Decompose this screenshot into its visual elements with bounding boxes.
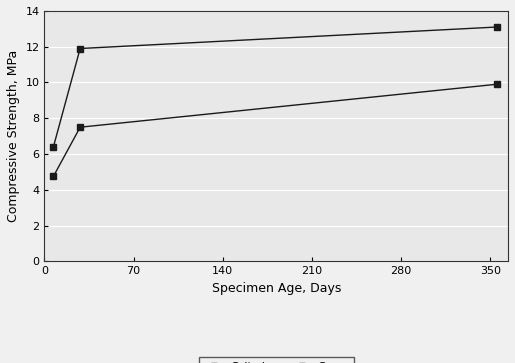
Line: Cores: Cores [50,24,500,150]
Cores [493,25,500,29]
Y-axis label: Compressive Strength, MPa: Compressive Strength, MPa [7,50,20,222]
Cylinders [77,125,83,129]
Cores [77,46,83,51]
Cores [50,145,57,149]
Line: Cylinders: Cylinders [50,82,500,179]
X-axis label: Specimen Age, Days: Specimen Age, Days [212,282,341,295]
Cylinders [493,82,500,86]
Legend: Cylinders, Cores: Cylinders, Cores [199,357,354,363]
Cylinders [50,174,57,179]
